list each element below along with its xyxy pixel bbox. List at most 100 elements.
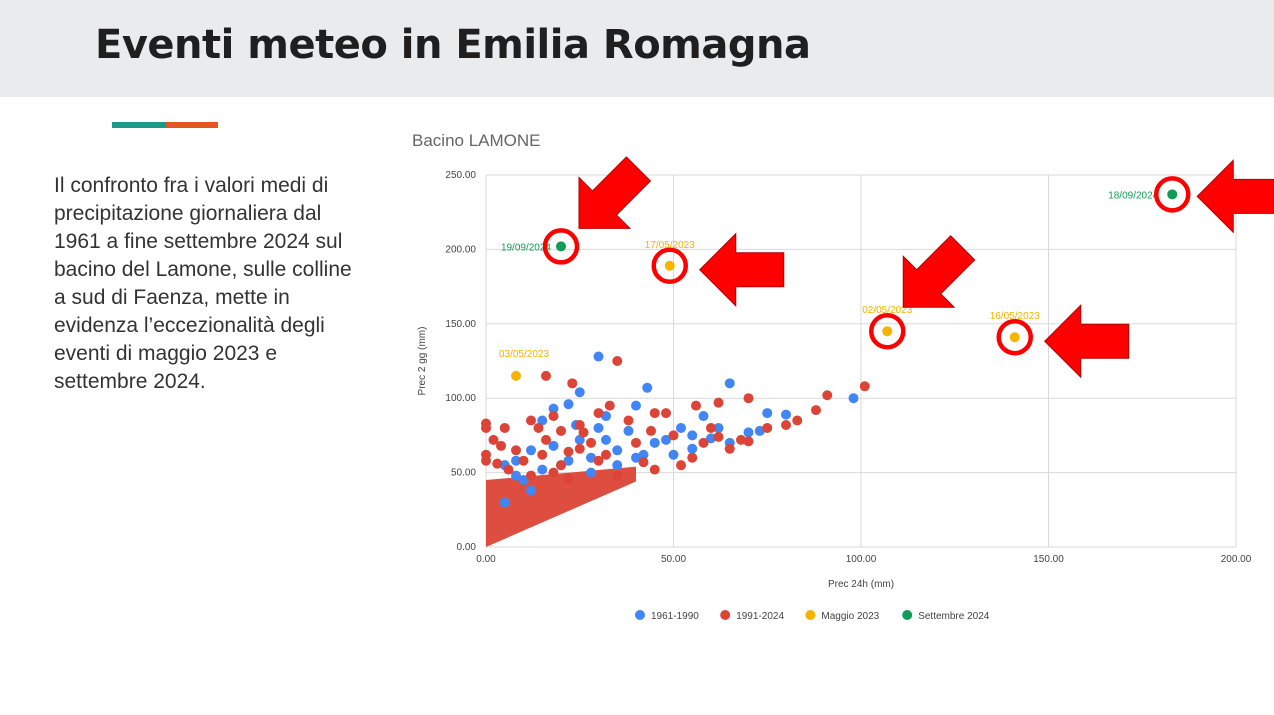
data-point: [691, 400, 701, 411]
data-point: [563, 455, 574, 466]
data-point: [649, 408, 660, 419]
data-point: [556, 425, 566, 436]
data-point: [499, 422, 510, 433]
data-point: [612, 460, 623, 471]
data-point: [593, 351, 604, 362]
data-point: [724, 443, 735, 454]
point-annotation: 18/09/2024: [1108, 190, 1158, 201]
legend-marker: [635, 610, 645, 620]
data-point: [593, 408, 604, 419]
data-point: [537, 464, 548, 475]
data-point: [822, 390, 833, 401]
page-title: Eventi meteo in Emilia Romagna: [95, 22, 811, 68]
data-point: [548, 411, 559, 422]
data-point: [687, 452, 698, 463]
highlight-ring: [651, 247, 688, 285]
data-point: [612, 445, 623, 456]
data-point: [664, 260, 675, 271]
y-axis-label: Prec 2 gg (mm): [417, 327, 428, 396]
data-point: [661, 408, 671, 419]
highlight-ring: [542, 228, 580, 265]
y-tick-label: 250.00: [445, 170, 476, 181]
data-point: [526, 415, 536, 426]
data-point: [541, 370, 551, 381]
data-point: [586, 452, 596, 463]
data-point: [563, 399, 574, 410]
header-bar: Eventi meteo in Emilia Romagna: [0, 0, 1274, 97]
legend-label: 1991-2024: [736, 611, 784, 622]
data-point: [623, 425, 634, 436]
y-tick-label: 100.00: [445, 393, 476, 404]
data-point: [698, 437, 709, 448]
legend-label: 1961-1990: [651, 611, 699, 622]
data-point: [713, 397, 724, 408]
data-point: [706, 433, 716, 444]
data-point: [649, 464, 660, 475]
data-point: [743, 393, 754, 404]
chart-title: Bacino LAMONE: [412, 131, 541, 150]
data-point: [713, 422, 724, 433]
legend-label: Settembre 2024: [918, 611, 990, 622]
legend-marker: [902, 610, 913, 620]
legend-marker: [805, 610, 816, 620]
data-point: [518, 475, 529, 486]
data-point: [762, 408, 773, 419]
data-point: [668, 430, 679, 441]
highlight-ring: [869, 312, 906, 350]
data-point: [848, 393, 859, 404]
data-point: [781, 419, 791, 430]
legend-marker: [720, 610, 731, 620]
data-point: [492, 458, 503, 469]
data-point: [687, 443, 698, 454]
data-point: [503, 464, 514, 475]
data-point: [586, 437, 596, 448]
data-point: [586, 467, 596, 478]
data-point: [676, 422, 686, 433]
data-point: [548, 467, 559, 478]
data-point: [511, 370, 521, 381]
data-point: [724, 378, 735, 389]
y-tick-label: 50.00: [451, 468, 476, 479]
data-point: [499, 497, 510, 508]
data-point: [882, 326, 893, 337]
data-point: [743, 436, 754, 447]
data-point: [533, 422, 544, 433]
data-point: [706, 422, 716, 433]
accent-line-orange: [166, 122, 218, 128]
arrow-02-05-2023: [902, 235, 976, 308]
data-point: [526, 445, 536, 456]
point-annotation: 17/05/2023: [645, 240, 695, 251]
data-point: [668, 449, 679, 460]
data-point: [488, 434, 499, 445]
point-annotation: 02/05/2023: [862, 305, 912, 316]
data-point: [556, 460, 566, 471]
data-point: [574, 443, 585, 454]
arrow-19-09-2024: [578, 156, 652, 229]
data-point: [481, 422, 491, 433]
data-point: [713, 431, 724, 442]
legend-label: Maggio 2023: [821, 611, 879, 622]
data-point: [593, 422, 604, 433]
accent-line-teal: [112, 122, 166, 128]
data-point: [1009, 332, 1020, 343]
data-point: [526, 470, 536, 481]
data-point: [601, 449, 611, 460]
x-tick-label: 100.00: [846, 554, 877, 565]
data-point: [574, 419, 585, 430]
data-point: [548, 403, 559, 414]
data-point: [792, 415, 803, 426]
data-point: [601, 434, 611, 445]
data-point: [511, 470, 521, 481]
x-tick-label: 50.00: [661, 554, 686, 565]
arrow-17-05-2023: [699, 232, 785, 307]
data-point: [811, 405, 821, 416]
data-point: [649, 437, 660, 448]
y-tick-label: 200.00: [445, 244, 476, 255]
data-point: [556, 241, 566, 252]
data-point: [481, 455, 491, 466]
data-point: [781, 409, 791, 420]
data-point: [563, 473, 574, 484]
data-point: [526, 485, 536, 496]
data-point: [567, 378, 578, 389]
data-point: [743, 427, 754, 438]
